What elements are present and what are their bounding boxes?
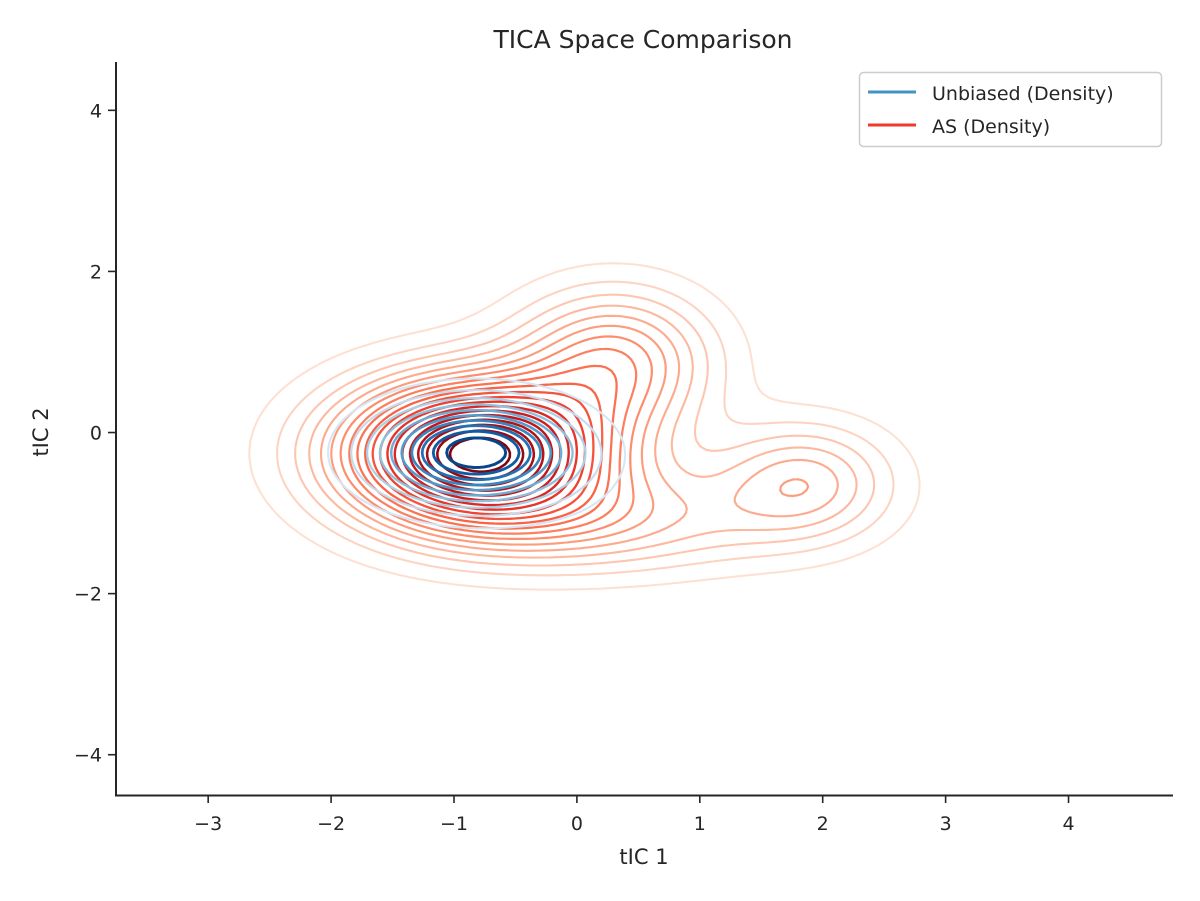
y-tick-label: −2 — [74, 584, 102, 606]
contour-line — [364, 382, 604, 525]
x-tick-label: 2 — [817, 813, 829, 835]
contour-line — [276, 280, 895, 577]
axes — [115, 62, 1173, 797]
x-tick-label: 3 — [940, 813, 952, 835]
contour-line — [330, 324, 810, 546]
x-tick-label: −1 — [440, 813, 468, 835]
y-tick-label: 0 — [90, 423, 102, 445]
x-tick-label: 1 — [694, 813, 706, 835]
x-axis-label: tIC 1 — [619, 845, 668, 869]
contour-plot — [248, 262, 921, 591]
contour-line — [319, 314, 839, 552]
y-ticks: 4 2 0 −2 −4 — [74, 100, 116, 767]
x-ticks: −3 −2 −1 0 1 2 3 4 — [194, 795, 1075, 835]
contour-line — [445, 436, 508, 469]
contour-line — [431, 429, 521, 476]
x-tick-label: −3 — [194, 813, 222, 835]
contour-line — [308, 304, 858, 559]
y-tick-label: 4 — [90, 100, 102, 122]
legend-box — [858, 71, 1163, 148]
legend-label-unbiased: Unbiased (Density) — [932, 83, 1114, 105]
y-tick-label: 2 — [90, 261, 102, 283]
x-tick-label: 4 — [1062, 813, 1074, 835]
contour-line — [350, 389, 603, 517]
contour-line — [400, 414, 552, 492]
contour-line — [339, 335, 653, 540]
x-tick-label: 0 — [571, 813, 583, 835]
contour-line — [378, 403, 574, 503]
contour-line — [389, 408, 563, 497]
contour-line — [248, 262, 921, 591]
contour-line — [327, 377, 627, 530]
x-tick-label: −2 — [317, 813, 345, 835]
legend: Unbiased (Density) AS (Density) — [858, 71, 1163, 148]
chart-title: TICA Space Comparison — [493, 25, 793, 54]
legend-label-as: AS (Density) — [932, 116, 1050, 138]
contour-line — [420, 424, 532, 482]
contour-line — [365, 396, 587, 509]
y-axis-label: tIC 2 — [29, 407, 53, 456]
y-tick-label: −4 — [74, 745, 102, 767]
contour-line — [294, 293, 876, 567]
contour-line — [410, 419, 542, 487]
